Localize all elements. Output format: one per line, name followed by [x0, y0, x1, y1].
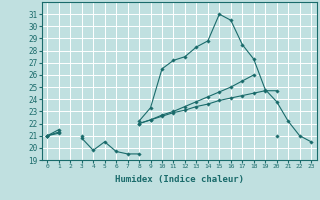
X-axis label: Humidex (Indice chaleur): Humidex (Indice chaleur)	[115, 175, 244, 184]
